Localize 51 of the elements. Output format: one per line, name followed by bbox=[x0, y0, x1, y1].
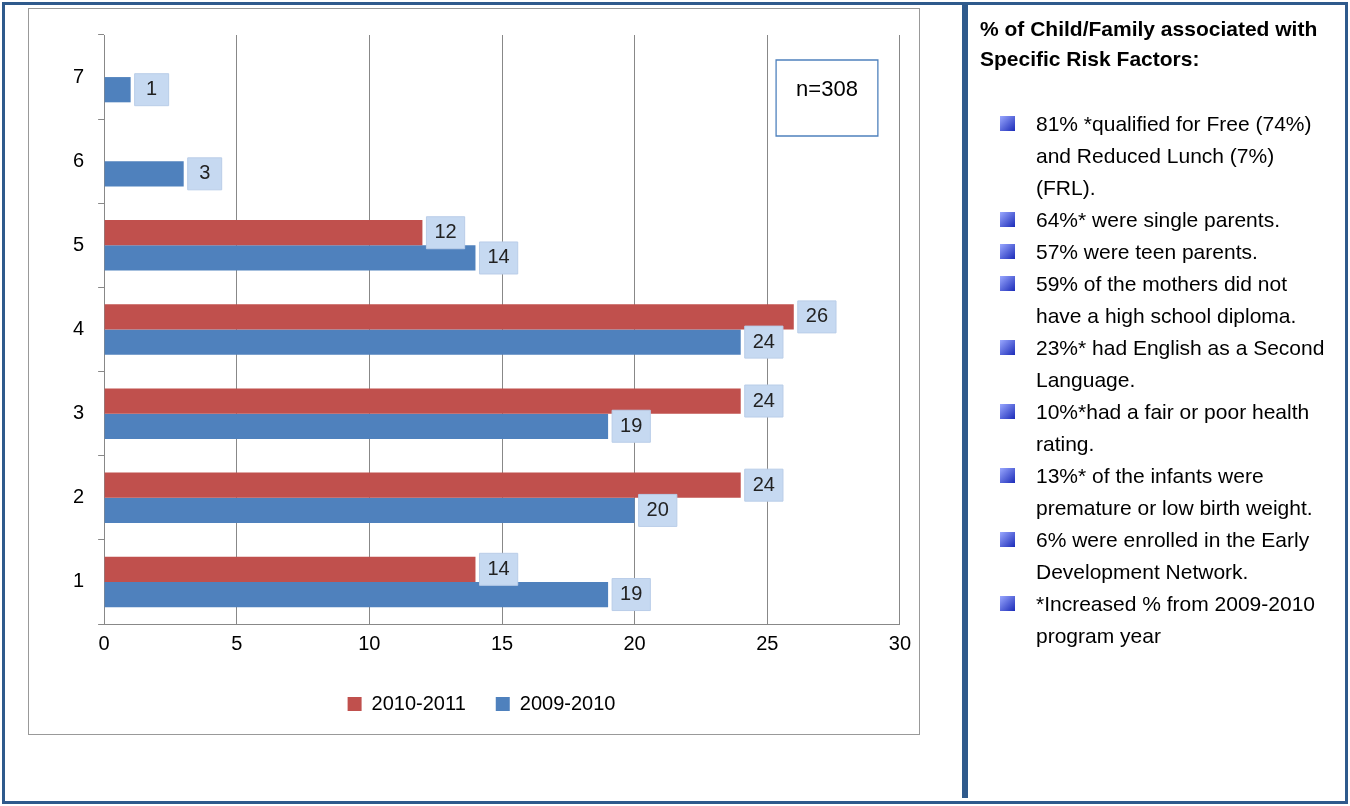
x-tick-label: 30 bbox=[888, 631, 911, 654]
text: 81% *qualified for Free (74%) and Reduced Lunch (7%) (FRL). bbox=[1035, 111, 1313, 201]
text: 64%* were single parents. bbox=[1035, 207, 1281, 233]
y-tick-label: 6 bbox=[73, 148, 85, 171]
y-tick-label: 4 bbox=[73, 317, 85, 340]
text: 6% were enrolled in the Early Development Network. bbox=[1035, 527, 1311, 585]
data-label: 19 bbox=[620, 582, 643, 605]
bar bbox=[104, 77, 131, 103]
data-label: 24 bbox=[752, 329, 775, 352]
data-label: 24 bbox=[752, 388, 775, 411]
data-label: 1 bbox=[146, 77, 158, 100]
data-label: 14 bbox=[487, 556, 510, 579]
x-tick-label: 15 bbox=[490, 631, 514, 654]
bar bbox=[104, 245, 476, 271]
data-label: 14 bbox=[487, 245, 510, 268]
data-label: 20 bbox=[646, 497, 669, 520]
text: % of Child/Family associated with Specific Risk Factors: bbox=[980, 16, 1319, 72]
annotation: n=308 bbox=[796, 76, 858, 102]
y-tick-label: 7 bbox=[73, 64, 85, 87]
bar bbox=[104, 556, 476, 582]
y-tick-label: 1 bbox=[73, 569, 85, 592]
data-label: 12 bbox=[434, 220, 457, 243]
text: 57% were teen parents. bbox=[1035, 239, 1259, 265]
legend-label: 2010-2011 bbox=[371, 691, 466, 714]
y-tick-label: 2 bbox=[73, 485, 85, 508]
x-tick-label: 5 bbox=[231, 631, 243, 654]
text: 59% of the mothers did not have a high school diploma. bbox=[1035, 271, 1298, 329]
bar bbox=[104, 220, 423, 246]
data-label: 26 bbox=[805, 304, 829, 327]
bar bbox=[104, 497, 635, 524]
bar bbox=[104, 413, 609, 439]
data-label: 19 bbox=[620, 413, 643, 436]
bar bbox=[104, 388, 741, 414]
bar bbox=[104, 472, 741, 498]
data-label: 3 bbox=[199, 161, 211, 184]
x-tick-label: 25 bbox=[756, 631, 779, 654]
bar bbox=[104, 329, 741, 355]
y-tick-label: 5 bbox=[73, 232, 85, 255]
x-tick-label: 20 bbox=[623, 631, 646, 654]
text: 23%* had English as a Second Language. bbox=[1035, 335, 1326, 393]
legend-label: 2009-2010 bbox=[519, 691, 616, 714]
bar bbox=[104, 161, 184, 187]
y-tick-label: 3 bbox=[73, 401, 85, 424]
bar bbox=[104, 304, 794, 330]
text: *Increased % from 2009-2010 program year bbox=[1035, 591, 1316, 649]
text: 10%*had a fair or poor health rating. bbox=[1035, 399, 1311, 457]
data-label: 24 bbox=[752, 472, 775, 495]
bar bbox=[104, 581, 609, 608]
x-tick-label: 0 bbox=[98, 631, 110, 654]
text: 13%* of the infants were premature or low birth weight. bbox=[1035, 463, 1314, 521]
x-tick-label: 10 bbox=[358, 631, 381, 654]
